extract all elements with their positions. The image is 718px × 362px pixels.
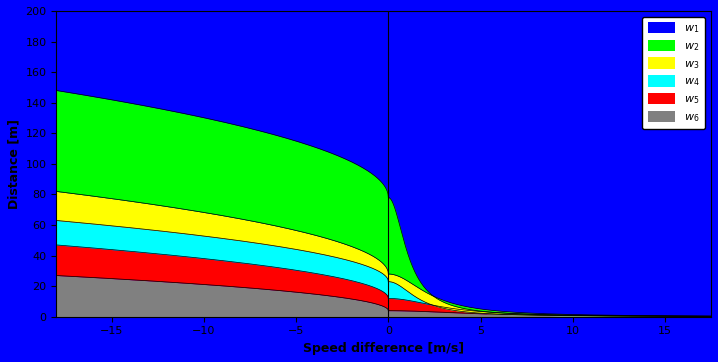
X-axis label: Speed difference [m/s]: Speed difference [m/s] (303, 342, 465, 355)
Y-axis label: Distance [m]: Distance [m] (7, 119, 20, 209)
Legend: $w_1$, $w_2$, $w_3$, $w_4$, $w_5$, $w_6$: $w_1$, $w_2$, $w_3$, $w_4$, $w_5$, $w_6$ (642, 17, 706, 129)
